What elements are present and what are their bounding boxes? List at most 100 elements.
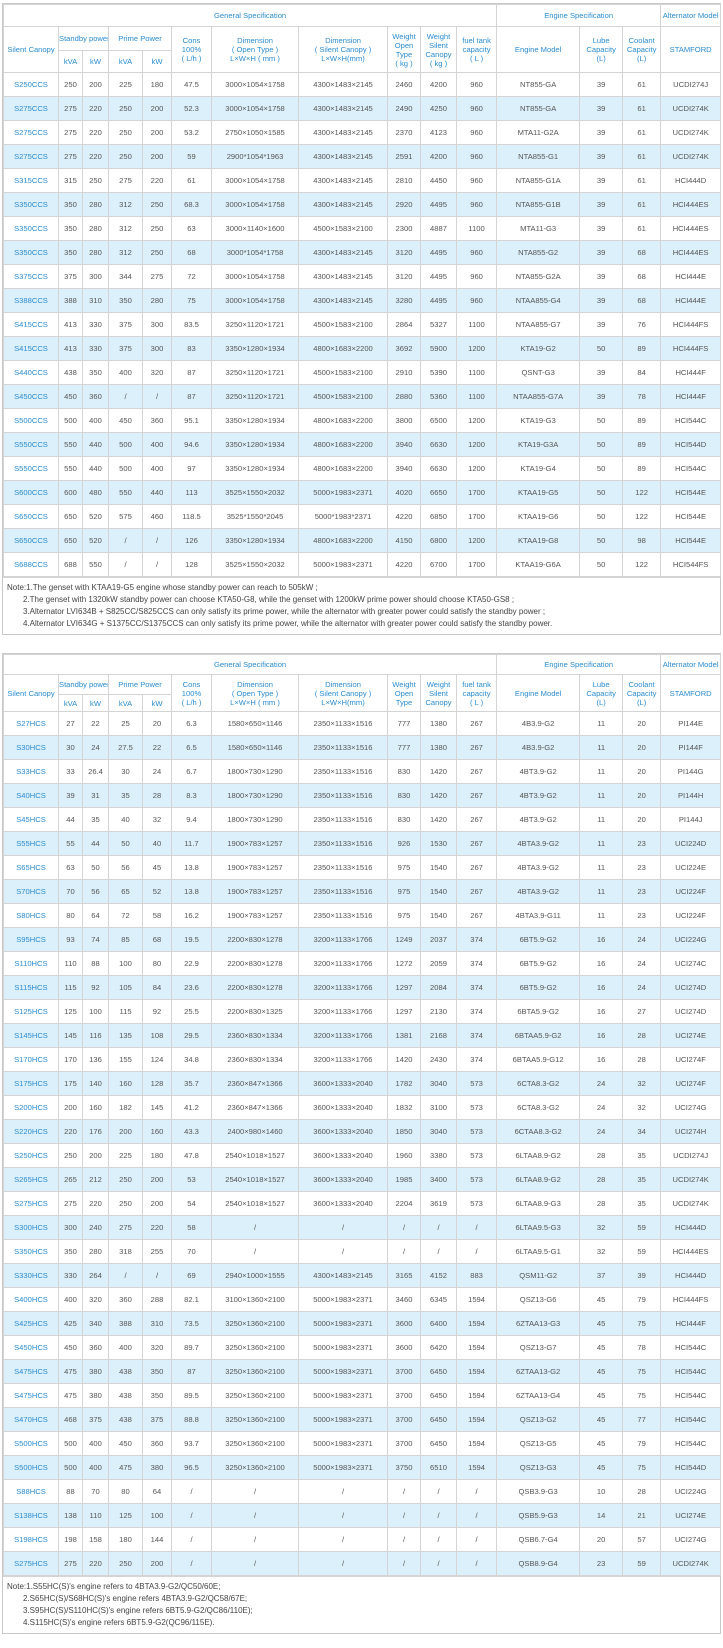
data-cell: 70 [82,1479,109,1504]
data-cell: 1420 [420,759,457,784]
data-cell: 6LTAA9.5-G3 [496,1215,581,1240]
data-cell: 2360×847×1366 [211,1095,299,1120]
data-cell: 13.8 [171,879,212,904]
data-cell: 360 [82,384,109,409]
data-cell: 108 [142,1023,172,1048]
data-cell: 600 [58,480,83,505]
data-cell: 11 [579,831,624,856]
data-row: S275HCS 275 220 250 200// / / / / QSB8.9-G4 23 59 UC… [3,1551,722,1576]
data-cell: 480 [82,480,109,505]
data-cell: 84 [622,360,662,385]
data-cell: 475 [58,1383,83,1408]
data-cell: / [108,528,143,553]
data-cell: HCI444ES [660,192,722,217]
header-row: Silent Canopy Standby power Prime Power Con… [3,674,722,712]
data-cell: 93.7 [171,1431,212,1456]
header-line: Dimension [325,36,361,45]
header-line: Type [395,49,413,59]
data-cell: 20 [622,711,662,736]
data-cell: 3200×1133×1766 [298,999,388,1024]
header-cell: Engine Model [496,674,581,712]
header-group: Alternator Model [660,4,722,27]
data-cell: 4BTA3.9-G2 [496,855,581,880]
data-cell: 24 [579,1095,624,1120]
data-cell: 374 [455,951,498,976]
data-cell: 39 [579,384,624,409]
data-cell: 1900×783×1257 [211,903,299,928]
data-cell: 960 [455,192,498,217]
data-cell: 320 [142,1335,172,1360]
data-row: S470HCS 468 375 438 375 88.8 3250×1360×2100 500… [3,1407,722,1432]
data-cell: 3280 [387,288,421,313]
data-cell: 6450 [420,1431,457,1456]
data-cell: 200 [82,1143,109,1168]
data-row: S125HCS 125 100 115 92 25.5 2200×830×1325 3200×… [3,999,722,1024]
data-row: S95HCS 93 74 85 68 19.5 2200×830×1278 3200×1133… [3,927,722,952]
data-cell: 54 [171,1191,212,1216]
data-cell: 400 [58,1287,83,1312]
data-cell: 145 [58,1023,83,1048]
data-cell: 16 [579,951,624,976]
data-cell: 520 [82,504,109,529]
data-cell: 176 [82,1119,109,1144]
header-line: (L) [596,54,606,63]
data-cell: 39 [579,288,624,313]
data-cell: 425 [58,1311,83,1336]
data-cell: 95.1 [171,408,212,433]
data-cell: UCI274C [660,951,722,976]
data-cell: / [298,1215,388,1240]
header-unit-row: kVA kW kVA kW [4,694,721,712]
data-cell: 350 [82,360,109,385]
data-cell: 267 [455,903,498,928]
header-line: ( kg ) [429,58,448,68]
data-cell: 1580×650×1146 [211,711,299,736]
data-cell: HCI544C [660,1407,722,1432]
header-line: Lube [592,36,610,45]
data-cell: 3250×1360×2100 [211,1359,299,1384]
data-cell: 450 [108,1431,143,1456]
data-cell: 220 [82,1191,109,1216]
data-cell: 2370 [387,120,421,145]
data-row: S440CCS 438 350 400 320 87 3250×1120×1721 4500×… [3,360,722,385]
data-cell: 89 [622,432,662,457]
data-cell: 20 [142,711,172,736]
data-cell: 1594 [455,1287,498,1312]
data-cell: 3200×1133×1766 [298,1023,388,1048]
data-cell: UCI224D [660,831,722,856]
data-cell: 3350×1280×1934 [211,432,299,457]
model-cell: S450HCS [3,1335,59,1360]
data-cell: 3200×1133×1766 [298,975,388,1000]
data-cell: NTA855-G2A [496,264,581,289]
data-row: S330HCS 330 264//69 2940×1000×1555 4300×1483… [3,1263,722,1288]
data-cell: 374 [455,927,498,952]
data-cell: 59 [171,144,212,169]
data-row: S198HCS 198 158 180 144// / / / / QSB6.7-G4 20 57 UC… [3,1527,722,1552]
data-cell: 11 [579,807,624,832]
data-cell: 30 [108,759,143,784]
header-line: (L) [637,697,647,707]
data-cell: 280 [82,1239,109,1264]
data-cell: QSZ13-G5 [496,1431,581,1456]
data-cell: MTA11-G3 [496,216,581,241]
data-cell: 280 [82,240,109,265]
data-cell: 1700 [455,480,498,505]
data-cell: 24 [622,951,662,976]
data-row: S265HCS 265 212 250 200 53 2540×1018×1527 3600×… [3,1167,722,1192]
data-cell: 39 [579,72,624,97]
data-cell: 19.5 [171,927,212,952]
data-cell: 5000×1983×2371 [298,1359,388,1384]
data-cell: 82.1 [171,1287,212,1312]
data-cell: 1297 [387,975,421,1000]
note-line: 2.The genset with 1320kW standby power c… [23,595,515,604]
data-cell: 61 [622,192,662,217]
model-cell: S65HCS [3,855,59,880]
data-cell: 180 [142,72,172,97]
data-cell: 3600×1333×2040 [298,1095,388,1120]
data-cell: 52 [142,879,172,904]
data-cell: 28 [142,783,172,808]
data-row: S30HCS 30 24 27.5 22 6.5 1580×650×1146 2350×113… [3,735,722,760]
data-row: S500CCS 500 400 450 360 95.1 3350×1280×1934 480… [3,408,722,433]
data-cell: 960 [455,240,498,265]
data-cell: 3250×1120×1721 [211,384,299,409]
data-cell: 50 [579,456,624,481]
